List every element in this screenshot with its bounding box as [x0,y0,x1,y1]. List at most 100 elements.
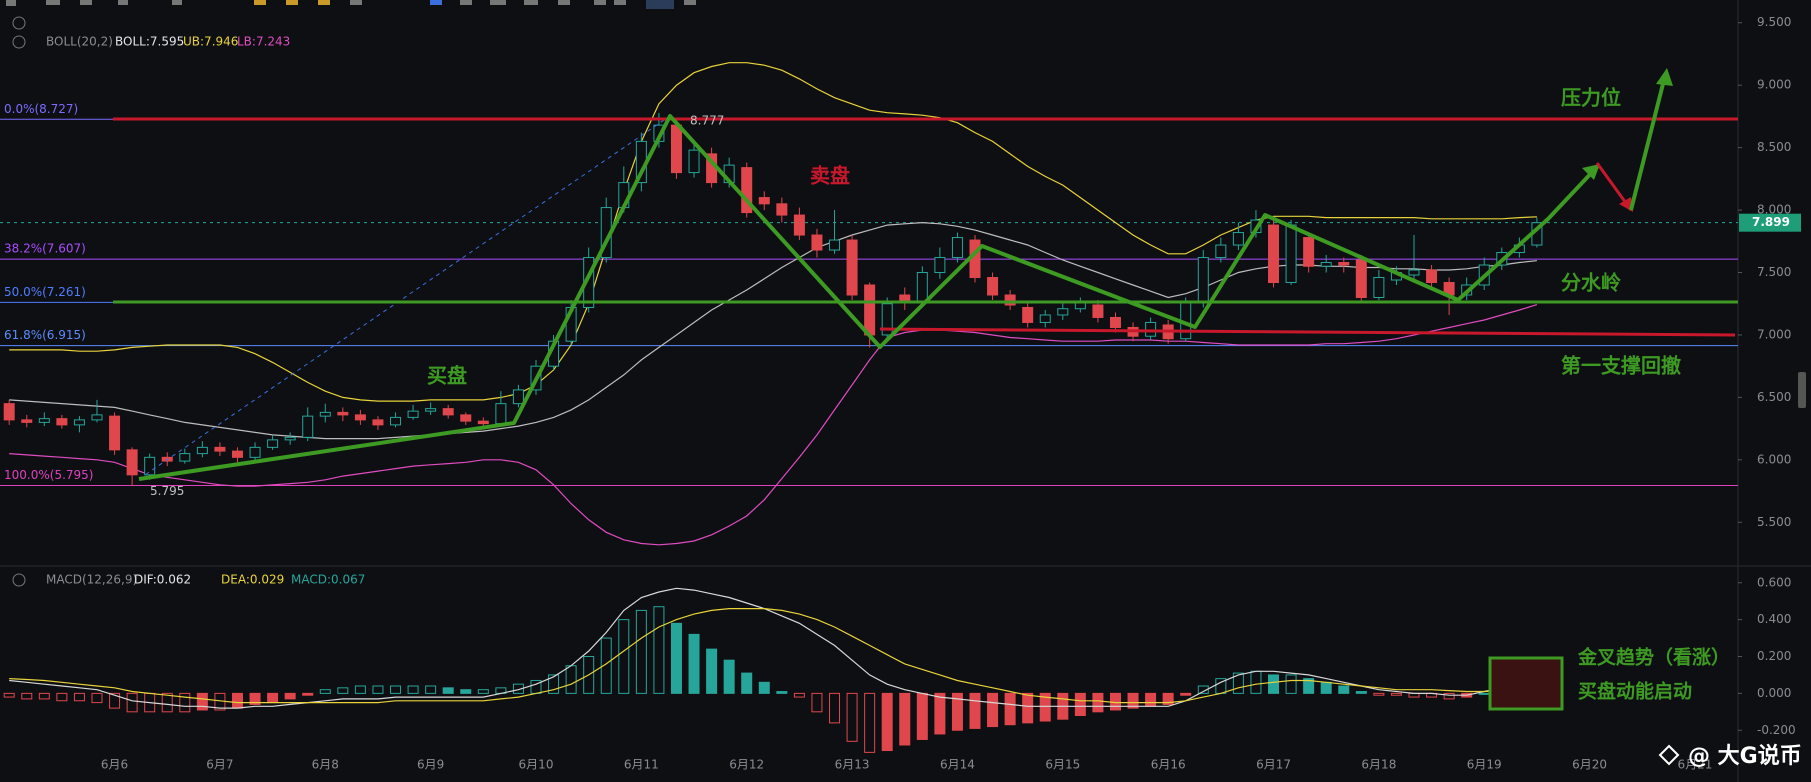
macd-bar [916,692,928,740]
candle-body [1057,308,1069,316]
tool-icon[interactable] [118,0,128,5]
candle-body [1004,294,1016,306]
candle-body [179,453,191,462]
indicator-value: BOLL:7.595 [115,35,184,49]
candle-body [1092,304,1104,318]
macd-bar [73,692,85,702]
indicator-toggle[interactable] [12,573,26,587]
candle-body [337,411,349,416]
macd-bar [91,692,103,704]
x-tick-label: 6月7 [206,758,233,772]
macd-bar [38,692,50,700]
x-tick-label: 6月12 [729,758,764,772]
macd-bar [477,689,489,694]
candle-body [126,449,138,476]
tool-icon[interactable] [490,0,506,5]
macd-bar [126,692,138,713]
tool-icon[interactable] [558,0,570,5]
dif-line [9,587,1537,709]
tool-icon[interactable] [254,0,266,5]
candle-body [951,237,963,259]
candle-body [1197,257,1209,303]
macd-bar [249,692,261,705]
candle-body [741,167,753,214]
macd-bar [969,692,981,729]
candle-body [688,149,700,174]
macd-bar [618,619,630,694]
macd-bar [1443,692,1455,700]
candle-body [1022,306,1034,323]
x-tick-label: 6月8 [312,758,339,772]
y-tick-label: 7.500 [1757,265,1791,279]
macd-bar [109,692,121,709]
tool-icon[interactable] [80,0,92,5]
tool-icon[interactable] [684,0,696,5]
annotation: 金叉趋势（看涨） [1577,646,1730,669]
fib-label: 100.0%(5.795) [4,468,93,482]
fib-label: 0.0%(8.727) [4,102,78,116]
candle-body [1426,269,1438,284]
x-tick-label: 6月20 [1572,758,1607,772]
candle-body [1408,269,1420,276]
projection-up [1629,75,1667,211]
tool-icon[interactable] [350,0,362,5]
indicator-value: DIF:0.062 [134,573,191,587]
wave-path [138,114,1599,481]
candle-body [1373,277,1385,298]
macd-bar [1355,691,1367,694]
candle-body [1303,237,1315,267]
x-tick-label: 6月17 [1256,758,1291,772]
side-handle[interactable] [1798,372,1806,408]
tool-icon[interactable] [614,0,626,5]
tool-icon[interactable] [430,0,442,5]
arrow-head [1582,164,1600,180]
candle-body [56,418,68,426]
macd-bar [1338,685,1350,694]
y-tick-label: 0.600 [1757,575,1791,589]
annotation: 买盘动能启动 [1578,680,1692,703]
macd-bar [1303,678,1315,694]
tool-icon[interactable] [6,0,16,6]
last-price-tag [1739,213,1801,232]
macd-bar [1180,692,1192,696]
macd-bar [706,648,718,694]
candle-body [1215,244,1227,259]
tool-icon[interactable] [286,0,298,5]
tool-icon[interactable] [524,0,538,5]
highlight-box [1488,656,1564,711]
indicator-toggle[interactable] [12,35,26,49]
candle-body [477,420,489,425]
watermark: @ 大G说币 [1688,743,1802,769]
macd-bar [1390,692,1402,696]
tool-icon[interactable] [646,0,674,9]
macd-bar [179,692,191,713]
x-tick-label: 6月14 [940,758,975,772]
macd-bar [512,683,524,694]
boll-lb [9,304,1538,546]
collapse-icon[interactable] [12,16,26,30]
macd-bar [1478,692,1490,695]
candle-body [372,419,384,426]
candle-body [38,418,50,423]
tool-icon[interactable] [172,0,182,5]
candle-body [1232,232,1244,246]
tool-icon[interactable] [318,0,330,5]
tool-icon[interactable] [460,0,472,5]
macd-bar [1197,685,1209,694]
macd-bar [337,687,349,694]
tool-icon[interactable] [594,0,606,5]
annotation: 分水岭 [1561,271,1621,295]
macd-bar [1145,692,1157,707]
macd-bar [635,609,647,694]
tool-icon[interactable] [46,0,60,5]
macd-bar [460,689,472,694]
macd-bar [1127,692,1139,709]
candle-body [512,389,524,405]
y-tick-label: -0.200 [1757,723,1796,737]
macd-bar [302,692,314,696]
annotation: 压力位 [1561,86,1621,110]
indicator-value: MACD:0.067 [291,573,365,587]
x-tick-label: 6月16 [1151,758,1186,772]
